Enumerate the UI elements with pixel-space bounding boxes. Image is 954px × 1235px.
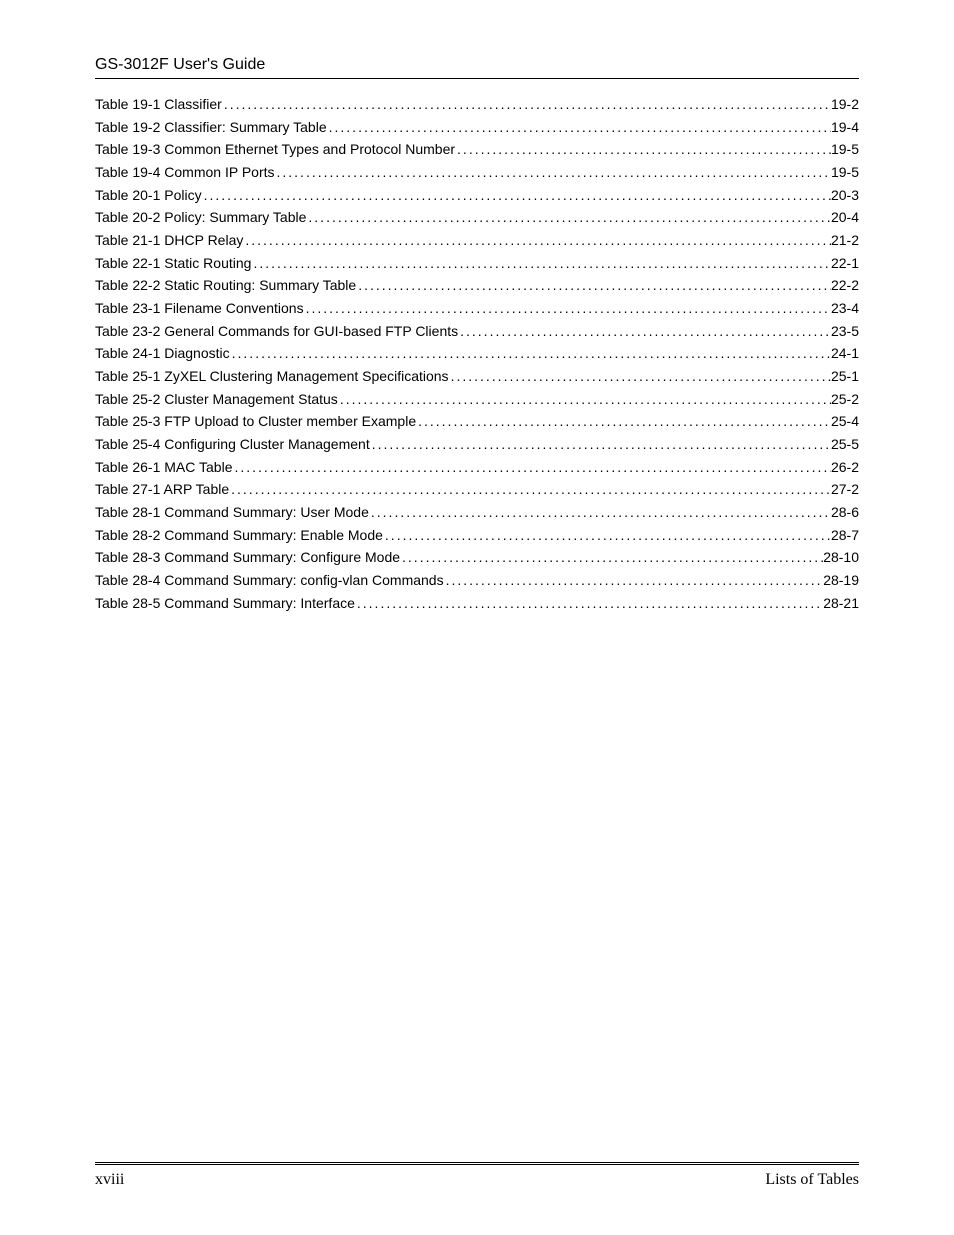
- toc-entry-title: Table 27-1 ARP Table: [95, 478, 229, 501]
- toc-dot-leader: [222, 93, 831, 116]
- toc-entry-title: Table 26-1 MAC Table: [95, 456, 232, 479]
- toc-dot-leader: [230, 342, 831, 365]
- toc-dot-leader: [356, 274, 831, 297]
- toc-entry: Table 28-5 Command Summary: Interface 28-…: [95, 592, 859, 615]
- toc-entry-page: 23-5: [831, 320, 859, 343]
- toc-dot-leader: [251, 252, 831, 275]
- toc-entry-page: 24-1: [831, 342, 859, 365]
- toc-entry-page: 20-4: [831, 206, 859, 229]
- toc-entry: Table 25-2 Cluster Management Status 25-2: [95, 388, 859, 411]
- toc-entry-page: 25-4: [831, 410, 859, 433]
- toc-dot-leader: [383, 524, 831, 547]
- toc-entry-title: Table 28-3 Command Summary: Configure Mo…: [95, 546, 400, 569]
- toc-entry-title: Table 22-2 Static Routing: Summary Table: [95, 274, 356, 297]
- toc-entry: Table 23-1 Filename Conventions 23-4: [95, 297, 859, 320]
- toc-entry-page: 23-4: [831, 297, 859, 320]
- toc-entry-title: Table 21-1 DHCP Relay: [95, 229, 243, 252]
- toc-dot-leader: [444, 569, 824, 592]
- toc-entry: Table 20-1 Policy 20-3: [95, 184, 859, 207]
- toc-entry-page: 25-5: [831, 433, 859, 456]
- toc-dot-leader: [416, 410, 831, 433]
- toc-entry: Table 19-4 Common IP Ports 19-5: [95, 161, 859, 184]
- toc-entry-title: Table 19-3 Common Ethernet Types and Pro…: [95, 138, 455, 161]
- toc-entry-title: Table 20-1 Policy: [95, 184, 202, 207]
- footer-rule: [95, 1162, 859, 1165]
- toc-entry: Table 28-4 Command Summary: config-vlan …: [95, 569, 859, 592]
- toc-entry: Table 22-2 Static Routing: Summary Table…: [95, 274, 859, 297]
- toc-dot-leader: [243, 229, 831, 252]
- toc-entry-title: Table 19-2 Classifier: Summary Table: [95, 116, 327, 139]
- toc-dot-leader: [327, 116, 831, 139]
- toc-entry-title: Table 25-4 Configuring Cluster Managemen…: [95, 433, 370, 456]
- toc-dot-leader: [449, 365, 831, 388]
- toc-entry: Table 25-3 FTP Upload to Cluster member …: [95, 410, 859, 433]
- toc-dot-leader: [355, 592, 823, 615]
- toc-entry: Table 28-2 Command Summary: Enable Mode 2…: [95, 524, 859, 547]
- toc-entry-page: 19-2: [831, 93, 859, 116]
- toc-entry: Table 28-1 Command Summary: User Mode 28-…: [95, 501, 859, 524]
- toc-entry-page: 25-2: [831, 388, 859, 411]
- toc-dot-leader: [370, 433, 831, 456]
- toc-entry-page: 19-4: [831, 116, 859, 139]
- toc-entry: Table 26-1 MAC Table 26-2: [95, 456, 859, 479]
- toc-entry-title: Table 28-2 Command Summary: Enable Mode: [95, 524, 383, 547]
- toc-entry: Table 27-1 ARP Table 27-2: [95, 478, 859, 501]
- toc-entry: Table 22-1 Static Routing 22-1: [95, 252, 859, 275]
- toc-entry-page: 28-21: [823, 592, 859, 615]
- toc-entry-title: Table 19-1 Classifier: [95, 93, 222, 116]
- toc-entry-page: 22-1: [831, 252, 859, 275]
- toc-entry-page: 28-6: [831, 501, 859, 524]
- page-footer: xviii Lists of Tables: [95, 1162, 859, 1189]
- toc-dot-leader: [232, 456, 830, 479]
- toc-entry: Table 19-1 Classifier 19-2: [95, 93, 859, 116]
- toc-dot-leader: [304, 297, 831, 320]
- toc-entry: Table 25-4 Configuring Cluster Managemen…: [95, 433, 859, 456]
- toc-entry-title: Table 28-5 Command Summary: Interface: [95, 592, 355, 615]
- toc-entry-title: Table 25-3 FTP Upload to Cluster member …: [95, 410, 416, 433]
- toc-entry-page: 19-5: [831, 138, 859, 161]
- toc-entry: Table 19-2 Classifier: Summary Table 19-4: [95, 116, 859, 139]
- toc-entry: Table 23-2 General Commands for GUI-base…: [95, 320, 859, 343]
- toc-dot-leader: [369, 501, 831, 524]
- page-header: GS-3012F User's Guide: [95, 56, 859, 79]
- toc-entry-page: 28-7: [831, 524, 859, 547]
- toc-entry: Table 20-2 Policy: Summary Table 20-4: [95, 206, 859, 229]
- toc-entry-page: 25-1: [831, 365, 859, 388]
- toc-dot-leader: [229, 478, 831, 501]
- toc-dot-leader: [202, 184, 831, 207]
- toc-entry-title: Table 22-1 Static Routing: [95, 252, 251, 275]
- table-of-contents-list: Table 19-1 Classifier19-2Table 19-2 Clas…: [95, 93, 859, 614]
- toc-entry-page: 22-2: [831, 274, 859, 297]
- toc-entry: Table 24-1 Diagnostic 24-1: [95, 342, 859, 365]
- toc-entry-page: 21-2: [831, 229, 859, 252]
- footer-section-title: Lists of Tables: [765, 1171, 859, 1189]
- toc-entry-title: Table 23-1 Filename Conventions: [95, 297, 304, 320]
- toc-entry-title: Table 23-2 General Commands for GUI-base…: [95, 320, 458, 343]
- footer-page-number: xviii: [95, 1171, 124, 1189]
- toc-entry: Table 25-1 ZyXEL Clustering Management S…: [95, 365, 859, 388]
- toc-dot-leader: [458, 320, 831, 343]
- toc-entry-title: Table 24-1 Diagnostic: [95, 342, 230, 365]
- toc-entry-page: 19-5: [831, 161, 859, 184]
- toc-entry-title: Table 20-2 Policy: Summary Table: [95, 206, 306, 229]
- footer-content: xviii Lists of Tables: [95, 1171, 859, 1189]
- toc-entry-page: 26-2: [831, 456, 859, 479]
- toc-dot-leader: [455, 138, 831, 161]
- toc-entry-title: Table 28-1 Command Summary: User Mode: [95, 501, 369, 524]
- toc-dot-leader: [400, 546, 823, 569]
- toc-entry-page: 20-3: [831, 184, 859, 207]
- toc-entry-title: Table 25-1 ZyXEL Clustering Management S…: [95, 365, 449, 388]
- toc-entry-title: Table 28-4 Command Summary: config-vlan …: [95, 569, 444, 592]
- toc-entry-page: 28-19: [823, 569, 859, 592]
- toc-entry-title: Table 25-2 Cluster Management Status: [95, 388, 338, 411]
- toc-entry-page: 28-10: [823, 546, 859, 569]
- toc-entry-page: 27-2: [831, 478, 859, 501]
- toc-dot-leader: [306, 206, 831, 229]
- toc-entry: Table 19-3 Common Ethernet Types and Pro…: [95, 138, 859, 161]
- toc-entry: Table 28-3 Command Summary: Configure Mo…: [95, 546, 859, 569]
- toc-dot-leader: [275, 161, 831, 184]
- toc-entry-title: Table 19-4 Common IP Ports: [95, 161, 275, 184]
- toc-entry: Table 21-1 DHCP Relay 21-2: [95, 229, 859, 252]
- toc-dot-leader: [338, 388, 831, 411]
